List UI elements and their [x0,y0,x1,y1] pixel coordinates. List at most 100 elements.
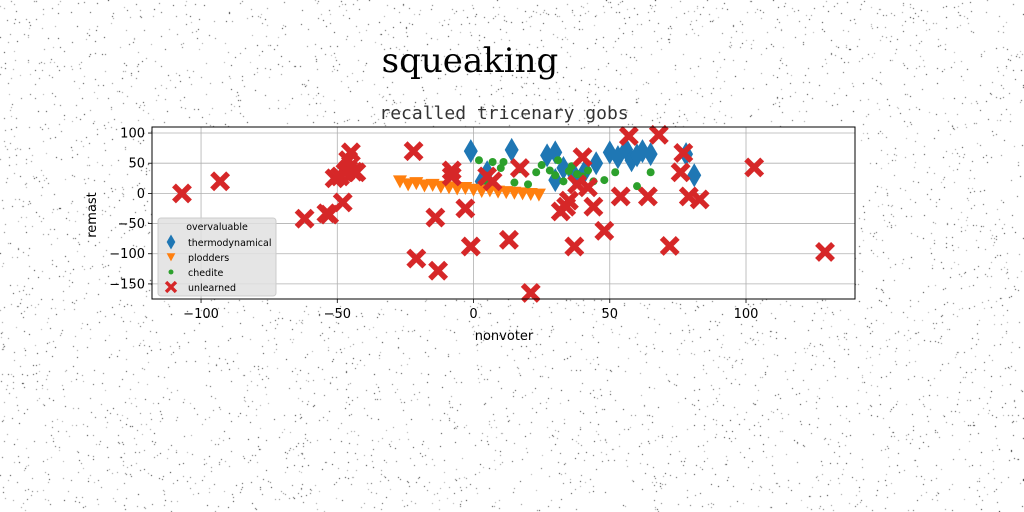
y-axis-label: remast [85,192,100,238]
legend-marker-chedite [168,269,174,275]
point-unlearned-stroke-b [673,143,694,163]
point-thermodynamical [463,139,478,164]
point-unlearned-stroke-b [340,142,361,163]
x-tick-label: −100 [183,307,219,322]
point-unlearned [648,124,669,145]
point-unlearned-stroke-b [583,196,604,217]
point-unlearned [610,186,631,207]
x-tick-label: 100 [734,307,759,322]
point-unlearned-stroke-b [670,162,691,183]
point-unlearned-stroke-b [659,235,680,256]
point-thermodynamical [643,142,658,167]
legend-marker-thermodynamical [166,234,176,250]
point-chedite [510,178,519,187]
plot-frame [151,126,856,300]
point-chedite [551,171,560,180]
point-chedite [583,166,592,175]
point-unlearned-stroke-b [618,126,639,146]
point-chedite [496,164,505,173]
point-unlearned [670,162,691,183]
x-axis-label: nonvoter [475,329,534,344]
y-tick-label: 0 [137,187,145,202]
point-plodders [531,188,546,202]
point-unlearned [744,157,765,178]
point-unlearned [460,236,481,257]
point-unlearned [618,126,639,146]
point-unlearned [558,190,579,211]
point-unlearned-stroke-b [441,166,462,187]
point-chedite [553,156,562,165]
point-chedite [559,177,568,186]
chart-title: recalled tricenary gobs [379,103,628,124]
point-unlearned-stroke-b [482,171,503,192]
point-chedite [532,168,541,177]
point-unlearned-stroke-b [428,260,449,281]
point-unlearned-stroke-b [460,236,481,257]
point-unlearned [482,171,503,192]
legend: overvaluable thermodynamical plodders ched… [157,217,277,297]
point-chedite [499,158,508,167]
point-chedite [524,180,533,189]
point-unlearned [659,235,680,256]
point-unlearned-stroke-b [172,183,192,204]
point-unlearned [689,189,710,210]
point-unlearned-stroke-b [637,186,658,207]
point-unlearned [815,241,835,262]
point-unlearned-stroke-b [210,171,231,192]
point-unlearned [428,260,449,281]
plot-area [151,124,856,303]
point-unlearned [520,283,541,303]
point-unlearned-stroke-b [441,160,462,181]
point-unlearned-stroke-b [578,177,598,198]
series-unlearned [172,124,835,303]
point-chedite [537,161,546,170]
point-chedite [545,166,554,175]
point-unlearned [406,248,427,269]
point-unlearned-stroke-b [406,248,427,269]
point-unlearned [583,196,604,217]
y-tick-label: 100 [120,127,145,142]
y-tick-label: −50 [118,217,145,232]
point-unlearned-stroke-b [403,141,424,162]
point-unlearned-stroke-b [332,192,353,213]
point-unlearned [509,158,530,178]
point-unlearned [403,141,424,162]
point-unlearned-stroke-b [648,124,669,145]
point-unlearned [594,220,615,241]
point-unlearned [340,142,361,163]
tick-layer: −100 −50 0 50 100 −150 −100 −50 0 50 100 [109,127,758,322]
legend-label-unlearned: unlearned [188,283,236,294]
legend-marker-unlearned-stroke-b [164,280,178,294]
legend-label-chedite: chedite [188,268,223,279]
x-tick-label: −50 [324,307,351,322]
point-unlearned-stroke-b [564,236,585,257]
legend-entries: thermodynamical plodders chedite unlearned [164,234,271,294]
legend-box [157,217,277,297]
point-unlearned [425,207,446,228]
x-tick-label: 50 [601,307,618,322]
point-chedite [611,168,620,177]
point-chedite [633,182,642,191]
legend-title: overvaluable [186,222,248,233]
point-plodders [401,178,416,192]
point-unlearned [332,192,353,213]
legend-marker-unlearned [164,280,178,294]
y-tick-label: −100 [109,247,145,262]
x-tick-label: 0 [469,307,477,322]
point-unlearned-stroke-b [594,220,615,241]
point-unlearned [455,198,476,219]
point-unlearned-stroke-b [689,189,710,210]
legend-label-thermodynamical: thermodynamical [188,238,271,249]
point-unlearned-stroke-b [815,241,835,262]
point-chedite [646,168,655,177]
point-unlearned-stroke-b [455,198,476,219]
legend-marker-plodders [166,253,176,262]
point-unlearned [441,166,462,187]
legend-label-plodders: plodders [188,253,229,264]
point-unlearned [294,208,315,229]
point-unlearned [441,160,462,181]
point-unlearned-stroke-b [294,208,315,229]
y-tick-label: −150 [109,277,145,292]
point-unlearned [346,162,367,183]
